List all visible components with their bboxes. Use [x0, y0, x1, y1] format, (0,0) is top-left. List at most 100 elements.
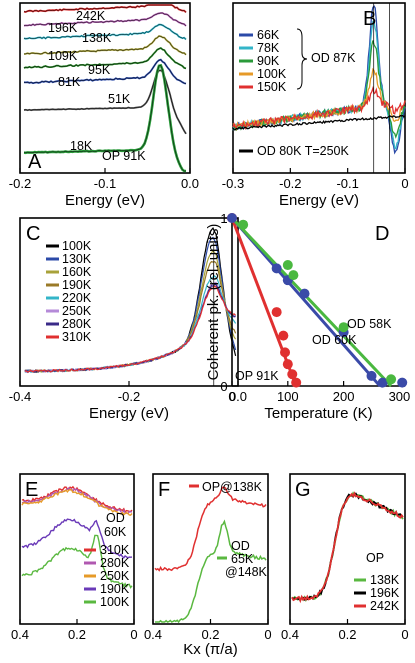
- x-tick-label: -0.2: [9, 176, 31, 191]
- series-fit-109K: [23, 35, 187, 55]
- panel-letter: C: [26, 223, 40, 245]
- legend-label-bottom-1: OD: [231, 539, 250, 553]
- series-label-od58: OD 58K: [347, 317, 392, 331]
- legend-label-190K: 190K: [62, 278, 92, 292]
- curve-label-109K: 109K: [48, 49, 78, 63]
- series-fit-138K: [23, 24, 187, 40]
- x-axis-label: Temperature (K): [264, 405, 372, 422]
- series-fit-18K: [23, 65, 186, 172]
- y-tick-label: 1: [220, 211, 227, 226]
- plot-frame: [152, 473, 269, 625]
- data-point: [227, 213, 237, 223]
- legend-label-190K: 190K: [100, 582, 130, 596]
- data-point: [287, 369, 298, 380]
- curve-label-242K: 242K: [76, 9, 106, 23]
- legend-label-280K: 280K: [100, 556, 130, 570]
- curve-label-81K: 81K: [58, 75, 81, 89]
- legend-label-310K: 310K: [62, 330, 92, 344]
- panel-d: 0 100 200 300 1 0 Temperature (K) Coherent pk. …: [205, 211, 410, 422]
- x-axis-label: Kx (π/a): [183, 641, 238, 658]
- sample-annotation: OP 91K: [102, 149, 146, 163]
- x-axis-label: Energy (eV): [89, 405, 169, 422]
- x-tick-label: 0.4: [144, 627, 162, 642]
- curve-label-95K: 95K: [88, 63, 111, 77]
- fit-line-OP 91K: [230, 217, 298, 387]
- legend-label-top: OP@138K: [202, 480, 263, 494]
- data-point: [397, 377, 408, 388]
- curve-label-138K: 138K: [82, 31, 112, 45]
- x-tick-label: 0.2: [68, 627, 86, 642]
- series-line-280K: [21, 486, 132, 515]
- x-tick-label: 0: [401, 176, 408, 191]
- x-tick-label: 0.0: [181, 176, 199, 191]
- x-tick-label: -0.1: [94, 176, 116, 191]
- legend-brace: [296, 28, 308, 90]
- series-fit-81K: [23, 59, 187, 84]
- legend-label-bottom-2: 65K: [231, 552, 254, 566]
- x-tick-label: -0.3: [222, 176, 244, 191]
- series-line-310K: [21, 485, 133, 514]
- data-point: [386, 374, 397, 385]
- panel-letter: F: [158, 479, 170, 501]
- fit-line-OD 58K: [230, 216, 393, 388]
- legend-label-150K: 150K: [257, 80, 287, 94]
- data-point: [377, 377, 388, 388]
- data-point: [282, 260, 293, 271]
- series-line-100K: [21, 534, 133, 589]
- series-line-310K: [24, 285, 237, 373]
- data-point: [282, 359, 293, 370]
- series-line-150K: [232, 85, 406, 131]
- x-axis-label: Energy (eV): [279, 192, 359, 209]
- x-tick-label: -0.2: [118, 389, 140, 404]
- series-label-op91: OP 91K: [235, 369, 279, 383]
- legend-label-78K: 78K: [257, 41, 280, 55]
- legend-label-66K: 66K: [257, 28, 280, 42]
- x-tick-label: 0: [228, 389, 235, 404]
- legend-label-130K: 130K: [62, 252, 92, 266]
- series-fit-196K: [23, 12, 187, 27]
- y-axis-label: Coherent pk. (rel. units): [205, 224, 222, 381]
- data-point: [288, 270, 299, 281]
- x-tick-label: 0: [401, 627, 408, 642]
- legend-label-100K: 100K: [62, 239, 92, 253]
- legend-label-100K: 100K: [257, 67, 287, 81]
- series-line-OD 80K T=250K: [232, 114, 406, 131]
- legend-label-100K: 100K: [100, 595, 130, 609]
- legend-label-242K: 242K: [370, 599, 400, 613]
- data-point: [299, 288, 310, 299]
- series-fit-95K: [23, 47, 187, 69]
- panel-c: -0.4 -0.2 0.0 Energy (eV) 100K130K160K190K22…: [9, 217, 247, 422]
- legend-group-label: OP: [366, 551, 384, 565]
- panel-b: -0.3 -0.2 -0.1 0 Energy (eV) 66K78K90K100K150…: [222, 2, 409, 209]
- legend-group-label: OD 87K: [311, 51, 356, 65]
- x-tick-label: -0.4: [9, 389, 31, 404]
- data-point: [278, 330, 289, 341]
- x-tick-label: -0.1: [336, 176, 358, 191]
- legend-label-250K: 250K: [100, 569, 130, 583]
- legend-label-310K: 310K: [100, 543, 130, 557]
- x-tick-label: 0.4: [11, 627, 29, 642]
- legend-label-90K: 90K: [257, 54, 280, 68]
- series-line-190K: [21, 518, 133, 559]
- data-point: [238, 219, 249, 230]
- legend-label-bottom-3: @148K: [225, 565, 268, 579]
- x-axis-label: Energy (eV): [65, 192, 145, 209]
- panel-letter: A: [28, 151, 42, 173]
- legend-label-138K: 138K: [370, 573, 400, 587]
- series-line-250K: [21, 488, 133, 516]
- data-point: [271, 307, 282, 318]
- curve-label-51K: 51K: [108, 92, 131, 106]
- panel-letter: B: [363, 8, 376, 30]
- x-tick-label: 0.2: [201, 627, 219, 642]
- legend-label-220K: 220K: [62, 291, 92, 305]
- series-line-242K: [291, 491, 404, 604]
- x-tick-label: -0.2: [279, 176, 301, 191]
- series-fit-242K: [23, 4, 187, 13]
- legend-label-280K: 280K: [62, 317, 92, 331]
- legend-group-label-temp: 60K: [104, 525, 127, 539]
- series-line-OD 65K @148K: [155, 519, 267, 624]
